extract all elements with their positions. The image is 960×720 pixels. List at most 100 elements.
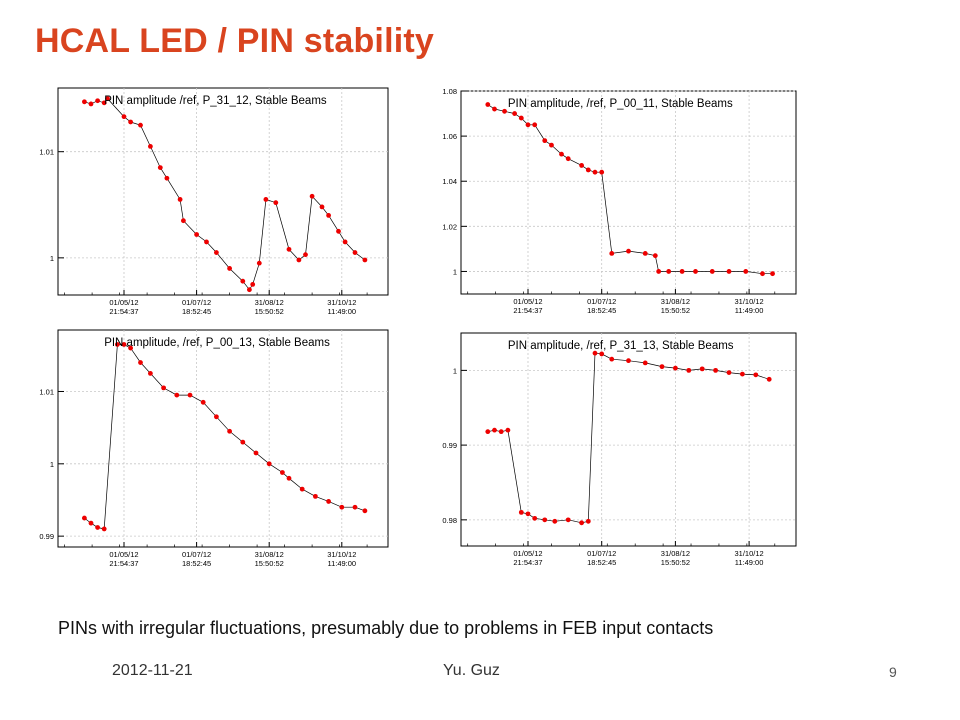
chart-panel-p00-11: 01/05/12 21:54:37 01/07/12 18:52:45 31/08/12… [425, 83, 800, 315]
data-point [95, 525, 100, 530]
x-tick-label-date: 31/10/12 [327, 550, 356, 559]
data-point [214, 414, 219, 420]
y-tick-label: 0.99 [442, 441, 457, 450]
data-point [666, 269, 672, 274]
data-point [280, 470, 285, 475]
data-point [485, 102, 491, 107]
x-tick-label-time: 18:52:45 [182, 307, 211, 315]
x-tick-label-date: 31/10/12 [327, 298, 356, 307]
x-tick-label-date: 01/07/12 [182, 298, 211, 307]
data-point [128, 119, 133, 125]
x-tick-label-date: 31/08/12 [661, 297, 690, 306]
chart-panel-p00-13: 01/05/12 21:54:37 01/07/12 18:52:45 31/08/12… [20, 325, 395, 570]
data-point [585, 167, 591, 173]
data-point [766, 376, 772, 382]
data-point [214, 250, 219, 255]
data-point [642, 251, 648, 256]
x-tick-label-time: 21:54:37 [513, 558, 542, 567]
data-point [95, 98, 100, 104]
data-point [157, 165, 163, 171]
data-point [599, 351, 605, 357]
data-point [673, 365, 678, 371]
data-point [326, 499, 331, 504]
data-point [204, 239, 209, 245]
y-tick-label: 0.99 [39, 532, 54, 541]
data-point [263, 197, 269, 202]
data-point [121, 114, 127, 120]
x-tick-label-date: 01/05/12 [513, 297, 542, 306]
data-point [726, 269, 732, 274]
footer-author: Yu. Guz [443, 662, 500, 679]
data-point [525, 122, 531, 128]
y-tick-label: 1.01 [39, 148, 54, 157]
data-point [319, 204, 325, 210]
data-point [498, 429, 504, 435]
data-point [686, 367, 692, 373]
data-point [726, 370, 732, 376]
data-point [492, 106, 497, 112]
plot-frame [460, 332, 797, 547]
data-point [518, 115, 524, 121]
data-point [352, 504, 358, 510]
data-point [296, 257, 302, 263]
data-point [753, 372, 759, 378]
y-tick-label: 1 [50, 460, 54, 469]
data-point [240, 278, 246, 284]
data-point [88, 520, 94, 526]
x-tick-label-time: 11:49:00 [735, 558, 764, 567]
data-point [592, 350, 598, 356]
x-tick-label-time: 11:49:00 [735, 306, 764, 315]
data-point [336, 228, 341, 234]
data-point [82, 515, 87, 521]
data-point [626, 248, 631, 254]
x-tick-label-time: 18:52:45 [182, 559, 211, 568]
x-tick-label-time: 11:49:00 [327, 559, 356, 568]
y-tick-label: 1.01 [39, 387, 54, 396]
data-point [115, 342, 120, 347]
x-tick-label-time: 15:50:52 [255, 559, 284, 568]
data-point [652, 253, 658, 259]
data-point [760, 271, 765, 277]
data-point [164, 175, 170, 181]
data-point [250, 281, 256, 287]
y-tick-label: 1.06 [442, 132, 457, 141]
data-point [181, 218, 186, 224]
data-point [148, 143, 153, 149]
data-point [743, 269, 749, 274]
slide-title: HCAL LED / PIN stability [35, 22, 435, 60]
x-tick-label-date: 31/10/12 [734, 297, 763, 306]
chart-title: PIN amplitude, /ref, P_31_13, Stable Bea… [508, 340, 734, 352]
data-point [101, 526, 107, 532]
y-tick-label: 1 [50, 254, 54, 263]
data-point [770, 271, 775, 277]
x-tick-label-date: 31/10/12 [734, 549, 763, 558]
data-point [227, 266, 233, 271]
data-point [362, 508, 368, 514]
data-point [559, 151, 564, 157]
data-point [579, 520, 584, 526]
data-point [609, 356, 615, 362]
data-point [303, 252, 308, 258]
chart-panel-p31-12: 01/05/12 21:54:37 01/07/12 18:52:45 31/08/12… [20, 83, 395, 315]
x-tick-label-time: 18:52:45 [587, 306, 616, 315]
data-point [121, 342, 127, 347]
data-point [492, 427, 497, 433]
data-point [266, 461, 272, 467]
y-tick-label: 1 [453, 366, 457, 375]
data-point [148, 371, 153, 376]
x-tick-label-time: 21:54:37 [109, 559, 138, 568]
data-point [326, 212, 331, 218]
data-point [512, 111, 517, 116]
x-tick-label-date: 01/05/12 [109, 550, 138, 559]
chart-title: PIN amplitude, /ref, P_00_11, Stable Bea… [508, 98, 733, 110]
series-line [487, 104, 773, 275]
data-point [299, 486, 305, 492]
data-point [505, 427, 511, 433]
x-tick-label-date: 31/08/12 [255, 298, 284, 307]
data-point [174, 392, 180, 398]
chart-panel-p31-13: 01/05/12 21:54:37 01/07/12 18:52:45 31/08/12… [425, 325, 800, 570]
x-tick-label-time: 15:50:52 [661, 306, 690, 315]
data-point [609, 251, 615, 256]
